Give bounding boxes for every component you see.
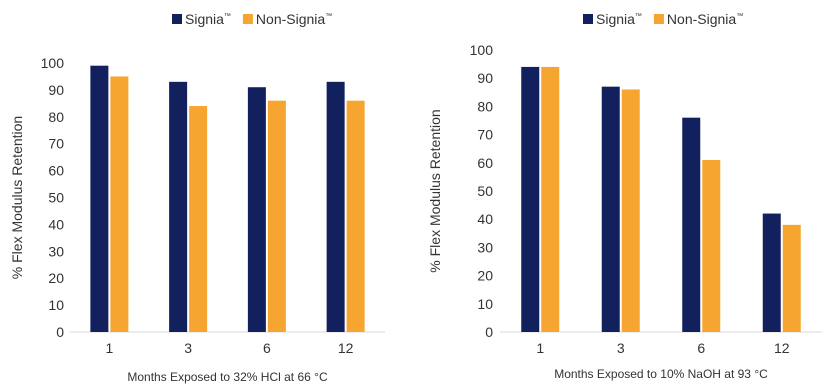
y-tick-label: 80	[477, 98, 493, 114]
chart-2: 0 10 20 30 40 50 60 70 80 90 100 1 3 6 12 % Flex Modulu…	[427, 11, 822, 381]
y-tick-label: 80	[48, 109, 64, 125]
x-tick-label: 12	[774, 340, 790, 356]
y-tick-label: 20	[48, 270, 64, 286]
legend-swatch	[172, 14, 182, 24]
legend-swatch	[242, 14, 253, 24]
bar-non-signia-6	[267, 100, 286, 332]
x-tick-label: 3	[617, 340, 625, 356]
bar-signia-12	[762, 213, 781, 332]
legend-entry: Non-Signia™	[667, 11, 743, 27]
bar-non-signia-1	[541, 66, 560, 333]
x-tick-label: 6	[263, 340, 271, 356]
y-tick-label: 40	[477, 211, 493, 227]
x-tick-label: 6	[697, 340, 705, 356]
y-tick-label: 70	[477, 127, 493, 143]
y-tick-label: 50	[48, 190, 64, 206]
y-tick-label: 60	[477, 155, 493, 171]
legend-swatch	[583, 14, 593, 24]
legend-entry: Non-Signia™	[256, 11, 332, 27]
bar-signia-3	[169, 81, 188, 332]
bar-non-signia-6	[702, 159, 721, 332]
bar-signia-6	[247, 87, 266, 333]
legend-entry: Signia™	[185, 11, 231, 27]
bar-non-signia-3	[189, 106, 208, 332]
bar-signia-1	[521, 66, 540, 333]
y-tick-label: 10	[48, 297, 64, 313]
legend-entry: Signia™	[596, 11, 642, 27]
y-axis-label: % Flex Modulus Retention	[427, 109, 443, 272]
y-tick-label: 90	[48, 82, 64, 98]
bar-non-signia-3	[621, 89, 640, 332]
y-tick-label: 70	[48, 136, 64, 152]
y-tick-label: 30	[48, 243, 64, 259]
x-tick-label: 3	[184, 340, 192, 356]
x-axis-label: Months Exposed to 10% NaOH at 93 °C	[554, 367, 768, 381]
y-tick-label: 40	[48, 216, 64, 232]
bar-signia-6	[682, 117, 701, 333]
x-tick-label: 12	[338, 340, 354, 356]
y-tick-label: 100	[470, 42, 494, 58]
bar-non-signia-1	[110, 76, 129, 332]
y-tick-label: 0	[56, 324, 64, 340]
bar-signia-3	[601, 86, 620, 332]
legend: Signia™ Non-Signia™	[583, 11, 743, 27]
y-tick-label: 90	[477, 70, 493, 86]
y-tick-label: 100	[41, 55, 65, 71]
x-axis-label: Months Exposed to 32% HCl at 66 °C	[127, 370, 328, 384]
y-tick-label: 0	[485, 324, 493, 340]
chart-1: 0 10 20 30 40 50 60 70 80 90 100 1 3 6 12 % Flex Modulu…	[9, 11, 385, 384]
x-tick-label: 1	[536, 340, 544, 356]
bar-signia-1	[90, 65, 109, 332]
legend: Signia™ Non-Signia™	[172, 11, 332, 27]
y-tick-label: 10	[477, 296, 493, 312]
y-axis-label: % Flex Modulus Retention	[9, 116, 25, 279]
x-tick-label: 1	[105, 340, 113, 356]
y-tick-label: 30	[477, 239, 493, 255]
bar-signia-12	[326, 81, 345, 332]
y-tick-label: 20	[477, 268, 493, 284]
y-tick-label: 50	[477, 183, 493, 199]
y-tick-label: 60	[48, 163, 64, 179]
legend-swatch	[653, 14, 664, 24]
bar-non-signia-12	[782, 224, 801, 332]
bar-non-signia-12	[346, 100, 365, 332]
